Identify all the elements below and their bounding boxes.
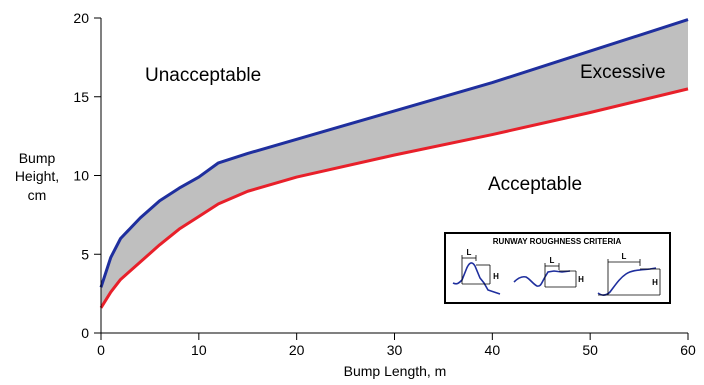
x-tick-label: 10 bbox=[191, 342, 207, 358]
inset-length-label-2: L bbox=[550, 256, 555, 265]
x-tick-label: 0 bbox=[97, 342, 105, 358]
excessive-label: Excessive bbox=[580, 62, 666, 83]
y-tick-label: 10 bbox=[73, 168, 89, 184]
inset-title: RUNWAY ROUGHNESS CRITERIA bbox=[493, 237, 622, 246]
x-axis: 0 10 20 30 40 50 60 bbox=[97, 332, 696, 358]
inset-height-label-2: H bbox=[578, 275, 584, 284]
y-tick-label: 5 bbox=[81, 246, 89, 262]
x-tick-label: 60 bbox=[680, 342, 696, 358]
x-axis-title: Bump Length, m bbox=[344, 363, 447, 379]
y-axis-title-line-2: Height, bbox=[15, 168, 59, 184]
y-axis-title-line-3: cm bbox=[28, 187, 47, 203]
x-tick-label: 40 bbox=[485, 342, 501, 358]
acceptable-label: Acceptable bbox=[488, 174, 582, 195]
y-axis: 0 5 10 15 20 bbox=[73, 10, 102, 341]
x-tick-label: 20 bbox=[289, 342, 305, 358]
y-tick-label: 15 bbox=[73, 89, 89, 105]
bump-profile-medium: L H bbox=[513, 256, 584, 288]
bump-profile-long: L H bbox=[597, 252, 661, 296]
inset-frame bbox=[444, 232, 671, 304]
upper-limit-line bbox=[99, 18, 689, 288]
excessive-band bbox=[101, 19, 688, 308]
y-axis-title-line-1: Bump bbox=[19, 150, 56, 166]
roughness-criteria-inset: RUNWAY ROUGHNESS CRITERIA L H L H bbox=[444, 232, 671, 304]
unacceptable-label: Unacceptable bbox=[145, 65, 261, 86]
inset-length-label-1: L bbox=[467, 248, 472, 257]
x-tick-label: 50 bbox=[582, 342, 598, 358]
bump-profile-short: L H bbox=[452, 248, 501, 295]
inset-height-label-1: H bbox=[493, 272, 499, 281]
inset-height-label-3: H bbox=[652, 278, 658, 287]
y-tick-label: 0 bbox=[81, 325, 89, 341]
x-tick-label: 30 bbox=[387, 342, 403, 358]
plot-area bbox=[99, 18, 689, 309]
y-tick-label: 20 bbox=[73, 10, 89, 26]
lower-limit-line bbox=[99, 87, 689, 309]
inset-length-label-3: L bbox=[622, 252, 627, 261]
